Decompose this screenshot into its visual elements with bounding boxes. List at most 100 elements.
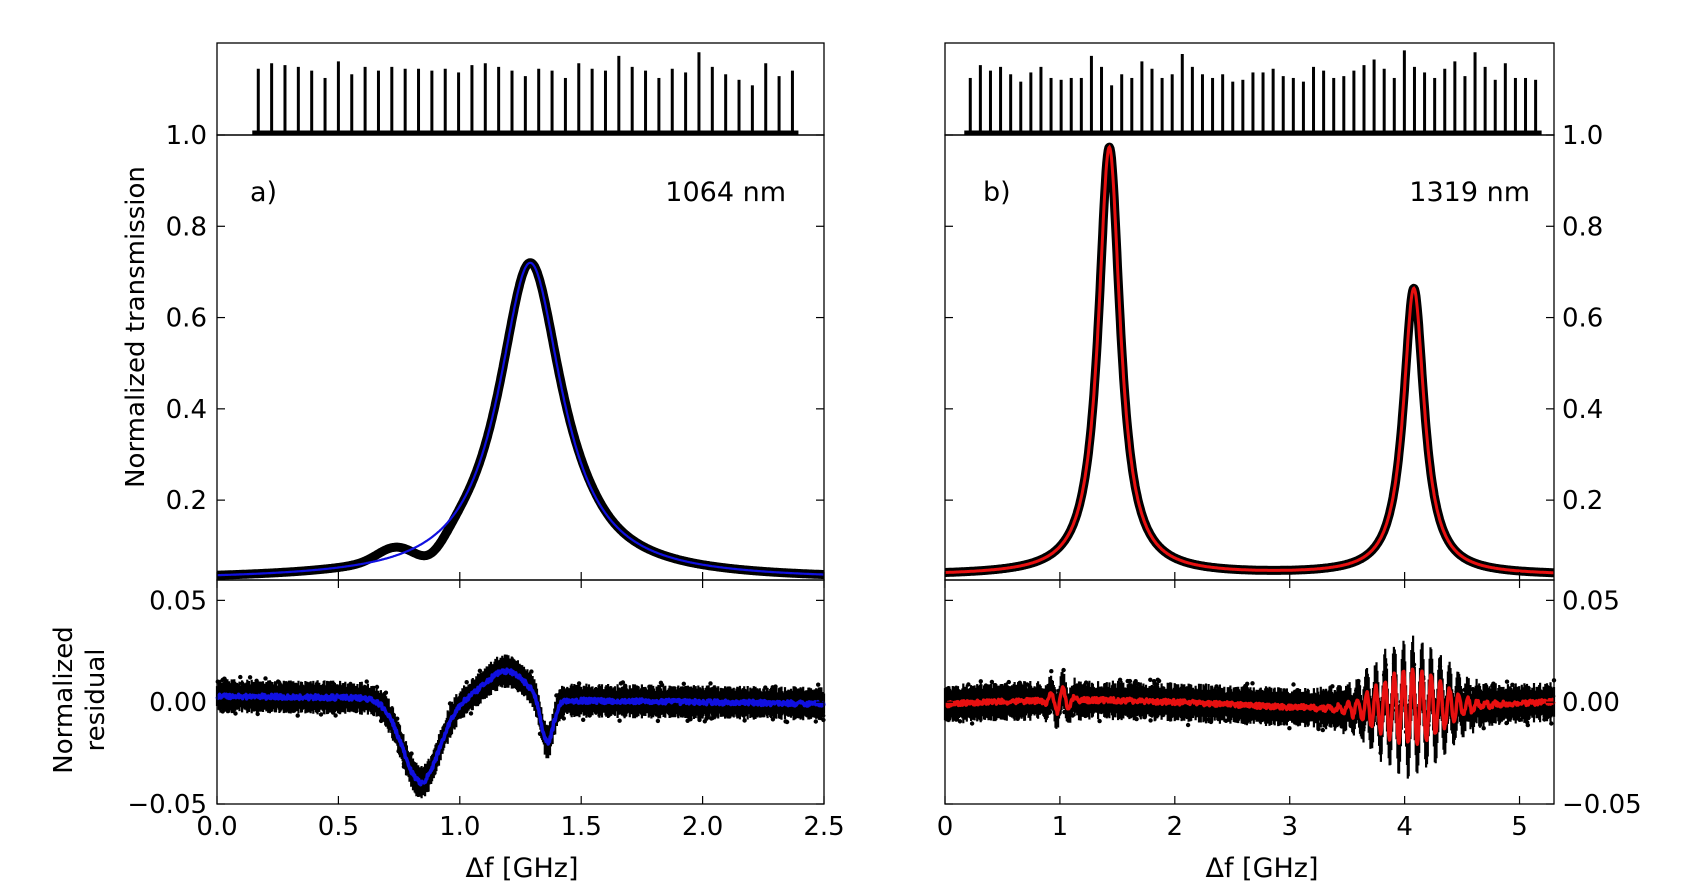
b-residual-point	[1223, 718, 1229, 723]
b-residual-point	[1477, 711, 1482, 716]
b-residual-point	[1152, 681, 1157, 686]
b-residual-point	[1082, 711, 1088, 716]
panel-b: 0.2 0.4 0.6 0.8 1.0 −0.05 0.00 0.05 0 1 2 3 4 5 b) 1…	[937, 42, 1642, 884]
b-residual-point	[1097, 718, 1102, 724]
a-residual-point	[358, 688, 364, 693]
b-residual-point	[1006, 706, 1011, 711]
b-residual-point	[1114, 689, 1119, 694]
b-residual-point	[1083, 691, 1089, 697]
a-residual-point	[342, 704, 347, 710]
b-residual-point	[1144, 690, 1150, 695]
a-residual-point	[654, 711, 659, 717]
b-residual-point	[1142, 715, 1147, 720]
a-ytick-label: 0.2	[166, 486, 207, 516]
a-residual-point	[231, 701, 236, 706]
b-residual-point	[1049, 669, 1054, 674]
a-residual-point	[499, 678, 504, 683]
b-residual-point	[1316, 726, 1321, 732]
a-residual-point	[520, 690, 526, 695]
b-residual-point	[1277, 721, 1282, 726]
b-residual-point	[1148, 677, 1153, 682]
b-residual-point	[1291, 682, 1296, 687]
b-residual-point	[947, 711, 952, 717]
b-residual-point	[1256, 693, 1262, 698]
b-residual-point	[966, 682, 971, 687]
b-residual-point	[1383, 662, 1388, 667]
a-ytick-label: 0.4	[166, 395, 207, 425]
b-residual-point	[1348, 723, 1354, 729]
a-residual-point	[570, 688, 576, 693]
a-residual-point	[468, 711, 474, 716]
b-residual-point	[1497, 691, 1503, 696]
a-residual-point	[606, 713, 611, 718]
a-xtick-label: 0.5	[318, 812, 359, 842]
a-residual-point	[364, 679, 369, 684]
b-residual-point	[1525, 722, 1531, 728]
a-residual-point	[576, 681, 582, 686]
b-xtick-label: 5	[1511, 812, 1528, 842]
a-residual-point	[729, 694, 734, 700]
a-residual-point	[813, 719, 818, 724]
a-residual-point	[557, 712, 563, 717]
a-xtick-label: 0.0	[196, 812, 237, 842]
a-ytick-label: 0.8	[166, 212, 207, 242]
b-residual-point	[1356, 684, 1362, 690]
b-residual-point	[1009, 689, 1015, 695]
b-residual-point	[1173, 684, 1179, 689]
b-residual-point	[1116, 710, 1122, 715]
b-residual-point	[1193, 707, 1199, 712]
a-residual-point	[367, 703, 372, 708]
b-residual-point	[1207, 707, 1212, 712]
a-residual-point	[632, 707, 637, 712]
ylabel-transmission: Normalized transmission	[121, 166, 151, 488]
b-residual-point	[1006, 679, 1011, 685]
a-transmission-fit	[217, 261, 824, 577]
b-residual-point	[1025, 693, 1030, 698]
a-residual-point	[805, 713, 810, 718]
b-residual-point	[1361, 725, 1366, 730]
b-residual-point	[989, 679, 995, 685]
b-residual-point	[1155, 677, 1161, 682]
a-residual-point	[763, 685, 768, 690]
b-residual-point	[1212, 688, 1217, 693]
a-residual-point	[623, 683, 628, 688]
b-residual-point	[969, 712, 974, 717]
b-residual-point	[1411, 662, 1417, 667]
a-panel-label: a)	[250, 177, 277, 208]
a-residual-point	[821, 713, 826, 718]
a-residual-frame	[216, 579, 825, 805]
a-residual-point	[424, 787, 429, 792]
a-residual-point	[240, 681, 245, 686]
b-residual-point	[1549, 721, 1554, 726]
a-residual-point	[464, 709, 469, 714]
b-residual-point	[1320, 727, 1326, 733]
a-residual-point	[233, 711, 238, 716]
b-residual-point	[952, 710, 957, 715]
b-residual-point	[1470, 687, 1476, 692]
b-residual-point	[1498, 711, 1504, 717]
a-residual-point	[799, 705, 804, 710]
b-transmission-fit	[945, 144, 1554, 575]
a-ytick-label: 1.0	[166, 121, 207, 151]
a-residual-point	[255, 711, 260, 717]
b-residual-point	[1330, 684, 1335, 689]
b-residual-point	[970, 690, 975, 695]
a-residual-point	[662, 689, 667, 694]
b-res-ytick-label: 0.00	[1562, 688, 1620, 718]
a-residual-point	[349, 703, 355, 708]
a-residual-point	[385, 698, 390, 703]
a-residual-point	[492, 663, 498, 668]
b-residual-point	[1083, 680, 1089, 685]
b-residual-point	[1472, 711, 1477, 717]
a-residual-point	[383, 690, 389, 695]
a-residual-point	[484, 688, 489, 693]
b-residual-point	[968, 706, 974, 712]
b-residual-point	[1101, 705, 1106, 711]
b-xtick-label: 1	[1052, 812, 1069, 842]
a-residual-point	[502, 663, 507, 668]
b-residual-point	[993, 707, 998, 712]
b-marker-strip	[944, 42, 1555, 136]
a-residual-point	[354, 708, 359, 714]
b-residual-point	[1047, 709, 1053, 715]
b-transmission-plot: 0.2 0.4 0.6 0.8 1.0	[941, 121, 1603, 581]
